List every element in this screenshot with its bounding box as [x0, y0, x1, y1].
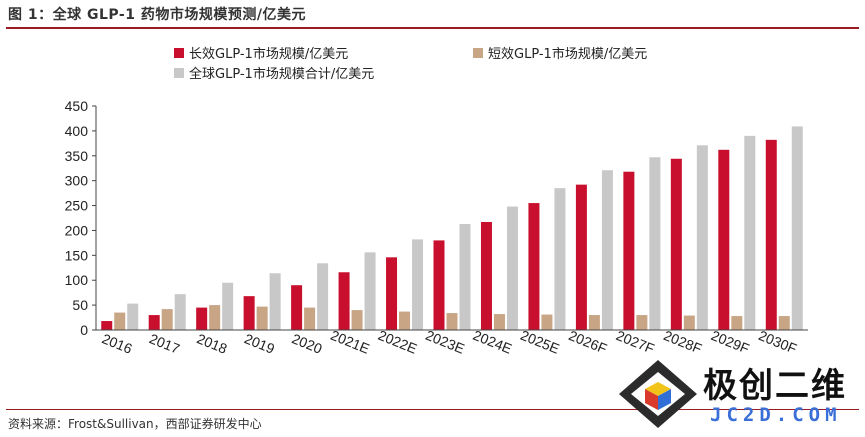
x-tick-label: 2024E — [471, 327, 515, 357]
x-tick-label: 2029F — [709, 327, 752, 357]
legend-swatch-2 — [473, 48, 483, 58]
x-tick-label: 2020 — [290, 330, 325, 357]
bar-2022E-series-2 — [399, 311, 411, 330]
y-tick-label: 150 — [65, 247, 89, 263]
bar-2030F-series-2 — [778, 316, 790, 330]
bar-2027F-series-3 — [649, 157, 661, 330]
y-tick-label: 400 — [65, 123, 89, 139]
y-tick-label: 250 — [65, 198, 89, 214]
bar-2017-series-2 — [161, 309, 173, 330]
bar-2026F-series-3 — [601, 170, 613, 330]
legend-swatch-3 — [174, 68, 184, 78]
legend-swatch-1 — [174, 48, 184, 58]
y-tick-label: 0 — [80, 322, 88, 338]
bar-2017-series-1 — [148, 315, 160, 330]
y-tick-label: 200 — [65, 222, 89, 238]
y-tick-label: 300 — [65, 173, 89, 189]
bar-2017-series-3 — [174, 294, 186, 330]
x-tick-label: 2019 — [242, 330, 277, 357]
bar-2024E-series-1 — [480, 221, 492, 330]
x-tick-label: 2018 — [195, 330, 230, 357]
bar-2018-series-2 — [209, 305, 221, 330]
bar-2026F-series-1 — [575, 184, 587, 330]
y-tick-label: 450 — [65, 98, 89, 114]
bar-2025E-series-2 — [541, 314, 553, 330]
bar-2021E-series-1 — [338, 272, 350, 330]
bar-2025E-series-3 — [554, 188, 566, 330]
bar-2021E-series-2 — [351, 310, 363, 330]
bar-2024E-series-3 — [506, 206, 518, 330]
x-tick-label: 2017 — [147, 330, 182, 357]
legend-label-1: 长效GLP-1市场规模/亿美元 — [189, 46, 348, 62]
watermark-text: 极创二维 — [703, 366, 847, 406]
watermark-url: JC2D.COM — [710, 404, 842, 426]
bar-2018-series-1 — [196, 307, 208, 330]
bar-2029F-series-3 — [744, 135, 756, 330]
bar-2027F-series-1 — [623, 171, 635, 330]
bar-2028F-series-2 — [683, 315, 695, 330]
x-tick-label: 2030F — [756, 327, 799, 357]
bar-2016-series-2 — [114, 312, 126, 330]
bar-2019-series-2 — [256, 306, 268, 330]
x-tick-label: 2027F — [614, 327, 657, 357]
legend-label-3: 全球GLP-1市场规模合计/亿美元 — [189, 66, 374, 82]
x-tick-label: 2022E — [376, 327, 420, 357]
x-tick-label: 2021E — [328, 327, 372, 357]
bar-2023E-series-2 — [446, 313, 458, 330]
bar-2030F-series-3 — [791, 126, 803, 330]
bar-2016-series-3 — [127, 303, 139, 330]
bar-area — [101, 126, 803, 330]
bar-2022E-series-3 — [412, 239, 424, 330]
bar-2019-series-3 — [269, 273, 281, 330]
y-tick-label: 100 — [65, 272, 89, 288]
bar-2022E-series-1 — [386, 257, 398, 330]
bar-2027F-series-2 — [636, 315, 648, 330]
bar-2019-series-1 — [243, 296, 255, 330]
x-tick-label: 2016 — [100, 330, 135, 357]
chart-legend: 长效GLP-1市场规模/亿美元 短效GLP-1市场规模/亿美元全球GLP-1市场规… — [174, 46, 647, 82]
figure-title: 图 1：全球 GLP-1 药物市场规模预测/亿美元 — [8, 7, 306, 23]
title-rule — [6, 27, 859, 29]
bar-2020-series-1 — [291, 285, 303, 330]
cube-logo-icon — [619, 360, 697, 428]
x-tick-label: 2023E — [423, 327, 467, 357]
legend-label-2: 短效GLP-1市场规模/亿美元 — [488, 46, 647, 62]
bar-2016-series-1 — [101, 321, 113, 330]
bar-2028F-series-1 — [670, 158, 682, 330]
bar-2026F-series-2 — [588, 315, 600, 330]
x-axis: 2016 2017 2018 2019 2020 2021E 2022E 2023E 2024E… — [96, 327, 808, 357]
y-axis: 0 50 100 150 200 250 300 350 400 450 — [65, 98, 97, 338]
x-tick-label: 2026F — [566, 327, 609, 357]
bar-2029F-series-2 — [731, 316, 743, 330]
bar-2024E-series-2 — [493, 314, 505, 330]
bar-2021E-series-3 — [364, 252, 376, 330]
source-rule — [6, 409, 859, 410]
y-tick-label: 50 — [72, 297, 88, 313]
bar-2023E-series-1 — [433, 240, 445, 330]
source-note: 资料来源：Frost&Sullivan，西部证券研发中心 — [8, 417, 262, 431]
bar-2029F-series-1 — [718, 149, 730, 330]
y-tick-label: 350 — [65, 148, 89, 164]
bar-2020-series-3 — [317, 263, 329, 330]
x-tick-label: 2025E — [518, 327, 562, 357]
bar-2025E-series-1 — [528, 203, 540, 330]
bar-2023E-series-3 — [459, 223, 471, 330]
watermark-logo: 极创二维 JC2D.COM — [615, 356, 860, 432]
bar-2020-series-2 — [304, 307, 316, 330]
bar-2018-series-3 — [222, 282, 234, 330]
bar-2030F-series-1 — [765, 139, 777, 330]
x-tick-label: 2028F — [661, 327, 704, 357]
bar-2028F-series-3 — [696, 145, 708, 330]
